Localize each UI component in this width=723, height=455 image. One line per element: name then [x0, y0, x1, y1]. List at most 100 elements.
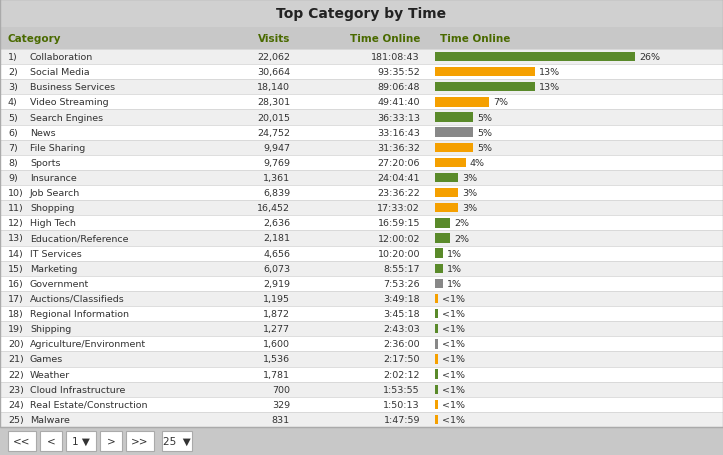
Text: 6,839: 6,839 — [263, 189, 290, 198]
Text: 3:49:18: 3:49:18 — [383, 294, 420, 303]
Text: 2:36:00: 2:36:00 — [383, 339, 420, 349]
Bar — [0, 261, 723, 276]
Text: <1%: <1% — [442, 339, 465, 349]
Bar — [0, 412, 723, 427]
Text: 1:53:55: 1:53:55 — [383, 385, 420, 394]
Text: 3): 3) — [8, 83, 18, 92]
Bar — [0, 291, 723, 306]
Text: 17): 17) — [8, 294, 24, 303]
Bar — [40, 431, 62, 450]
Text: 5): 5) — [8, 113, 18, 122]
Text: 1,600: 1,600 — [263, 339, 290, 349]
Bar — [435, 219, 450, 228]
Bar — [66, 431, 96, 450]
Text: 3%: 3% — [462, 204, 477, 213]
Text: <1%: <1% — [442, 324, 465, 334]
Text: >>: >> — [132, 436, 149, 446]
Bar — [435, 339, 438, 349]
Text: 831: 831 — [272, 415, 290, 424]
Text: 14): 14) — [8, 249, 24, 258]
Text: Visits: Visits — [257, 34, 290, 44]
Text: 25): 25) — [8, 415, 24, 424]
Text: 9): 9) — [8, 174, 18, 182]
Bar — [0, 28, 723, 50]
Text: 2:02:12: 2:02:12 — [383, 370, 420, 379]
Text: <1%: <1% — [442, 355, 465, 364]
Bar — [0, 0, 723, 28]
Bar — [435, 158, 466, 168]
Text: 4,656: 4,656 — [263, 249, 290, 258]
Text: <1%: <1% — [442, 385, 465, 394]
Bar — [435, 354, 438, 364]
Text: <1%: <1% — [442, 415, 465, 424]
Text: 36:33:13: 36:33:13 — [377, 113, 420, 122]
Text: 329: 329 — [272, 400, 290, 409]
Text: 10): 10) — [8, 189, 24, 198]
Text: 1): 1) — [8, 53, 18, 62]
Text: Search Engines: Search Engines — [30, 113, 103, 122]
Text: Social Media: Social Media — [30, 68, 90, 77]
Text: 20): 20) — [8, 339, 24, 349]
Bar — [435, 188, 458, 198]
Text: 4): 4) — [8, 98, 18, 107]
Text: 2:43:03: 2:43:03 — [383, 324, 420, 334]
Text: Education/Reference: Education/Reference — [30, 234, 129, 243]
Text: Video Streaming: Video Streaming — [30, 98, 108, 107]
Bar — [435, 415, 438, 424]
Bar — [435, 173, 458, 183]
Text: 4%: 4% — [470, 158, 484, 167]
Text: 16:59:15: 16:59:15 — [377, 219, 420, 228]
Text: <1%: <1% — [442, 294, 465, 303]
Text: 28,301: 28,301 — [257, 98, 290, 107]
Text: Regional Information: Regional Information — [30, 309, 129, 318]
Bar — [0, 141, 723, 156]
Text: 24,752: 24,752 — [257, 128, 290, 137]
Bar — [435, 98, 489, 107]
Bar — [435, 294, 438, 303]
Bar — [0, 50, 723, 65]
Bar — [435, 324, 438, 334]
Text: Agriculture/Environment: Agriculture/Environment — [30, 339, 146, 349]
Text: 24): 24) — [8, 400, 24, 409]
Text: 49:41:40: 49:41:40 — [377, 98, 420, 107]
Text: 8): 8) — [8, 158, 18, 167]
Text: Cloud Infrastructure: Cloud Infrastructure — [30, 385, 125, 394]
Text: 22): 22) — [8, 370, 24, 379]
Bar — [435, 204, 458, 213]
Bar — [435, 264, 442, 273]
Bar — [435, 68, 535, 77]
Bar — [435, 400, 438, 409]
Bar — [0, 156, 723, 171]
Text: 6): 6) — [8, 128, 18, 137]
Text: 24:04:41: 24:04:41 — [377, 174, 420, 182]
Text: 20,015: 20,015 — [257, 113, 290, 122]
Text: 3:45:18: 3:45:18 — [383, 309, 420, 318]
Text: 89:06:48: 89:06:48 — [377, 83, 420, 92]
Bar — [435, 309, 438, 318]
Text: <1%: <1% — [442, 400, 465, 409]
Text: Sports: Sports — [30, 158, 61, 167]
Bar — [0, 80, 723, 95]
Text: 1,195: 1,195 — [263, 294, 290, 303]
Text: 23): 23) — [8, 385, 24, 394]
Text: 17:33:02: 17:33:02 — [377, 204, 420, 213]
Bar — [435, 143, 474, 152]
Text: 12:00:02: 12:00:02 — [377, 234, 420, 243]
Text: 7%: 7% — [493, 98, 508, 107]
Text: 12): 12) — [8, 219, 24, 228]
Bar — [0, 337, 723, 352]
Text: Insurance: Insurance — [30, 174, 77, 182]
Text: 22,062: 22,062 — [257, 53, 290, 62]
Text: 30,664: 30,664 — [257, 68, 290, 77]
Text: 16): 16) — [8, 279, 24, 288]
Text: Category: Category — [8, 34, 61, 44]
Text: 27:20:06: 27:20:06 — [377, 158, 420, 167]
Text: 13): 13) — [8, 234, 24, 243]
Text: 5%: 5% — [477, 113, 492, 122]
Bar — [435, 249, 442, 258]
Text: High Tech: High Tech — [30, 219, 76, 228]
Bar — [0, 125, 723, 141]
Text: 1:47:59: 1:47:59 — [383, 415, 420, 424]
Text: Shipping: Shipping — [30, 324, 72, 334]
Bar — [435, 369, 438, 379]
